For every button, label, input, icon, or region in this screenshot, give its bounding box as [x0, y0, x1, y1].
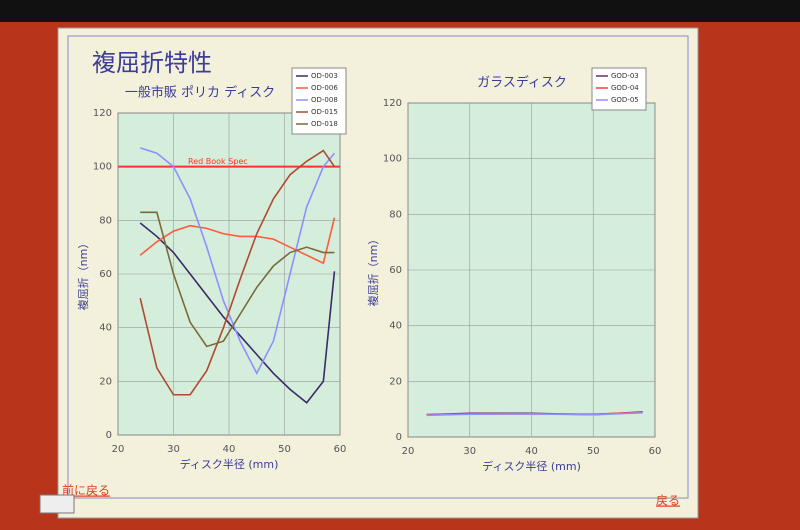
- x-tick-label: 20: [402, 446, 415, 457]
- series-line: [426, 411, 643, 417]
- y-tick-label: 120: [383, 98, 402, 109]
- y-tick-label: 80: [99, 215, 112, 226]
- x-tick-label: 30: [463, 446, 476, 457]
- y-tick-label: 120: [93, 108, 112, 119]
- legend-label: OD-018: [311, 120, 338, 128]
- y-tick-label: 20: [99, 376, 112, 387]
- legend-label: OD-015: [311, 108, 338, 116]
- y-tick-label: 40: [99, 323, 112, 334]
- y-tick-label: 100: [383, 154, 402, 165]
- x-tick-label: 40: [525, 446, 538, 457]
- reference-label: Red Book Spec: [188, 157, 248, 166]
- prev-link[interactable]: 前に戻る: [62, 483, 110, 498]
- x-tick-label: 50: [587, 446, 600, 457]
- legend-label: GOD-03: [611, 72, 639, 80]
- series-line: [139, 147, 336, 376]
- y-axis-label: 複屈折（nm）: [366, 234, 380, 307]
- legend-label: OD-003: [311, 72, 338, 80]
- x-tick-label: 30: [167, 444, 180, 455]
- series-line: [140, 211, 335, 348]
- y-tick-label: 0: [396, 432, 402, 443]
- legend-label: OD-006: [311, 84, 338, 92]
- x-axis-label: ディスク半径 (mm): [180, 457, 279, 471]
- y-tick-label: 0: [106, 430, 112, 441]
- y-tick-label: 60: [99, 269, 112, 280]
- legend-label: GOD-04: [611, 84, 639, 92]
- legend-box: [291, 67, 347, 135]
- legend-label: OD-008: [311, 96, 338, 104]
- y-tick-label: 100: [93, 162, 112, 173]
- y-tick-label: 80: [389, 209, 402, 220]
- y-axis-label: 複屈折（nm）: [76, 238, 90, 311]
- chart-title: 一般市販 ポリカ ディスク: [125, 85, 275, 101]
- legend-label: GOD-05: [611, 96, 639, 104]
- chart-title: ガラスディスク: [477, 75, 567, 91]
- y-tick-label: 40: [389, 321, 402, 332]
- top-dark: [0, 0, 800, 22]
- slide-title: 複屈折特性: [92, 49, 212, 77]
- menu-button[interactable]: [39, 494, 75, 514]
- back-link[interactable]: 戻る: [656, 494, 680, 508]
- x-tick-label: 60: [334, 444, 347, 455]
- x-tick-label: 50: [278, 444, 291, 455]
- series-line: [139, 217, 336, 265]
- y-tick-label: 20: [389, 376, 402, 387]
- slide-frame: [67, 35, 689, 499]
- x-axis-label: ディスク半径 (mm): [482, 459, 581, 473]
- y-tick-label: 60: [389, 265, 402, 276]
- legend-box: [591, 67, 647, 111]
- series-line: [139, 222, 336, 404]
- x-tick-label: 40: [223, 444, 236, 455]
- x-tick-label: 20: [112, 444, 125, 455]
- x-tick-label: 60: [649, 446, 662, 457]
- series-line: [139, 149, 336, 396]
